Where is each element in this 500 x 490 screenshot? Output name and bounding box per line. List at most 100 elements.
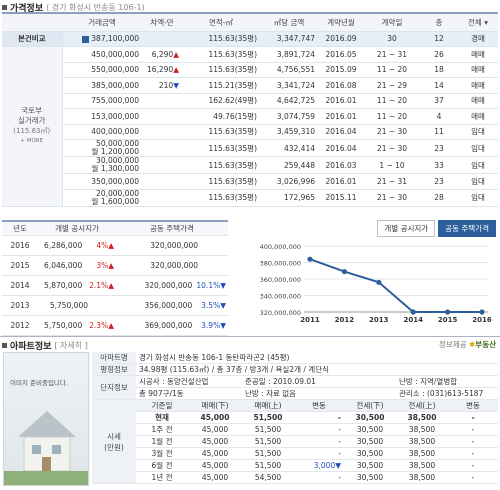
amount-cell: 450,000,000 (62, 46, 142, 63)
bullet-icon (2, 5, 7, 10)
table-row: 153,000,000 49.76(15평) 3,074,759 2016.01 11 … (2, 108, 498, 125)
arrow-down-icon: ▼ (220, 320, 226, 330)
price-section-title: 가격정보 ( 경기 화성시 반송동 106-1) (2, 1, 145, 14)
y-tick-label: 340,000,000 (260, 293, 301, 301)
apt-info-table: 아파트명 경기 화성시 반송동 106-1 동탄파라곤2 (45평) 평형정보 … (92, 352, 499, 484)
data-point (376, 279, 382, 285)
diff-cell (142, 124, 182, 140)
arrow-up-icon: ▲ (108, 320, 114, 330)
amount-cell: 550,000,000 (62, 62, 142, 78)
header-ym[interactable]: 계약년월 (318, 12, 364, 32)
amount-cell: 350,000,000 (62, 173, 142, 190)
x-tick-label: 2016 (472, 316, 492, 324)
amount-cell: 50,000,000 월 1,200,000 (62, 139, 142, 157)
apt-title-row: 아파트정보 [ 자세히 ] 정보제공 ✱부동산 (0, 336, 500, 352)
amount-cell: 755,000,000 (62, 93, 142, 109)
arrow-down-icon: ▼ (173, 80, 179, 90)
info-provider: 정보제공 ✱부동산 (439, 340, 496, 349)
amount-cell: 400,000,000 (62, 124, 142, 140)
market-row: 3월 전 45,000 51,500-30,500 38,500- (92, 447, 499, 460)
amount-cell: 30,000,000 월 1,300,000 (62, 156, 142, 174)
price-table: 거래금액 차액-만 면적-㎡ ㎡당 금액 계약년월 계약일 층 전체 ▾ 본건비… (2, 12, 498, 207)
diff-cell (142, 108, 182, 125)
arrow-up-icon: ▲ (108, 280, 114, 290)
bullet-icon (2, 343, 7, 348)
y-tick-label: 320,000,000 (260, 309, 301, 317)
chevron-down-icon: ▾ (481, 17, 488, 27)
diff-cell (142, 173, 182, 190)
diff-cell: 16,290▲ (142, 62, 182, 78)
table-row: 30,000,000 월 1,300,000 115.63(35평) 259,448 2… (2, 156, 498, 174)
table-row: 385,000,000 210▼ 115.21(35평) 3,341,724 2016.… (2, 77, 498, 94)
base-amount: 387,100,000 (62, 31, 142, 47)
x-tick-label: 2012 (335, 316, 355, 324)
market-row: 1주 전 45,000 51,500-30,500 38,500- (92, 423, 499, 436)
header-amount[interactable]: 거래금액 (62, 12, 142, 32)
table-row: 20,000,000 월 1,600,000 115.63(35평) 172,965 2… (2, 189, 498, 207)
diff-cell: 210▼ (142, 77, 182, 94)
amount-cell: 20,000,000 월 1,600,000 (62, 189, 142, 207)
price-header-row: 거래금액 차액-만 면적-㎡ ㎡당 금액 계약년월 계약일 층 전체 ▾ (2, 12, 498, 32)
diff-cell (142, 139, 182, 157)
year-row: 2016 6,286,000 4%▲ 320,000,000 (2, 235, 228, 256)
apt-section-title: 아파트정보 (10, 342, 52, 352)
header-diff[interactable]: 차액-만 (142, 12, 182, 32)
star-icon: ✱ (469, 340, 476, 349)
arrow-down-icon: ▼ (220, 280, 226, 290)
apt-name: 경기 화성시 반송동 106-1 동탄파라곤2 (45평) (136, 352, 499, 364)
data-point (410, 309, 416, 315)
year-table: 년도 개별 공시지가 공동 주택가격 2016 6,286,000 4%▲ 320,0… (2, 220, 228, 336)
map-icon[interactable] (82, 35, 90, 43)
y-tick-label: 380,000,000 (260, 260, 301, 268)
market-row: 1년 전 45,000 54,500-30,500 38,500- (92, 471, 499, 484)
tab-land-price[interactable]: 개별 공시지가 (377, 220, 436, 237)
x-tick-label: 2014 (403, 316, 423, 324)
diff-cell: 6,290▲ (142, 46, 182, 63)
x-tick-label: 2013 (369, 316, 389, 324)
diff-cell (142, 189, 182, 207)
y-tick-label: 360,000,000 (260, 276, 301, 284)
side-label: 국토부 실거래가 (115.63㎡) + MORE (2, 46, 63, 207)
base-label: 본건비교 (2, 31, 63, 47)
price-chart: 개별 공시지가 공동 주택가격 400,000,000 380,000,000 36… (234, 220, 498, 332)
table-row: 국토부 실거래가 (115.63㎡) + MORE 450,000,000 6,290▲ 1… (2, 46, 498, 207)
data-point (341, 268, 347, 275)
header-day[interactable]: 계약일 (364, 12, 420, 32)
apt-more-link[interactable]: [ 자세히 ] (54, 341, 88, 350)
amount-cell: 385,000,000 (62, 77, 142, 94)
chart-svg: 400,000,000 380,000,000 360,000,000 340,000… (260, 243, 492, 324)
arrow-up-icon: ▲ (108, 260, 114, 270)
tab-house-price[interactable]: 공동 주택가격 (438, 220, 496, 237)
market-row: 6월 전 45,000 51,500 3,000▼ 30,500 38,500- (92, 459, 499, 472)
header-per-m2[interactable]: ㎡당 금액 (260, 12, 318, 32)
data-point (307, 256, 313, 262)
amount-cell: 153,000,000 (62, 108, 142, 125)
x-tick-label: 2015 (438, 316, 458, 324)
house-image (4, 411, 88, 485)
data-point (479, 309, 485, 315)
arrow-up-icon: ▲ (108, 240, 114, 250)
apt-photo: 이미지 준비중입니다. (3, 352, 89, 486)
data-point (445, 309, 451, 315)
filter-select[interactable]: 전체 ▾ (458, 12, 498, 32)
x-tick-label: 2011 (300, 316, 320, 324)
market-label: 시세 (만원) (92, 399, 136, 484)
market-header-row: 시세 (만원) 기준일 매매(下) 매매(上) 변동 전세(下) 전세(上) 변동 (92, 399, 499, 484)
arrow-up-icon: ▲ (173, 65, 179, 75)
diff-cell (142, 156, 182, 174)
market-row: 현재 45,000 51,500-30,500 38,500- (92, 411, 499, 424)
series-line (309, 258, 482, 313)
market-row: 1월 전 45,000 51,500-30,500 38,500- (92, 435, 499, 448)
photo-caption: 이미지 준비중입니다. (10, 379, 68, 387)
table-row: 550,000,000 16,290▲ 115.63(35평) 4,756,551 20… (2, 62, 498, 78)
more-button[interactable]: + MORE (20, 138, 44, 145)
header-area[interactable]: 면적-㎡ (182, 12, 260, 32)
table-row: 50,000,000 월 1,200,000 115.63(35평) 432,414 2… (2, 139, 498, 157)
table-row: 400,000,000 115.63(35평) 3,459,310 2016.04 21… (2, 124, 498, 140)
header-floor[interactable]: 층 (420, 12, 458, 32)
y-tick-label: 400,000,000 (260, 243, 301, 251)
apt-size: 34.98평 (115.63㎡) / 총 37층 / 방3개 / 욕실2개 / … (136, 363, 499, 376)
base-row: 본건비교 387,100,000 115.63(35평) 3,347,747 2… (2, 31, 498, 47)
year-row: 2012 5,750,000 2.3%▲ 369,000,000 3.9%▼ (2, 315, 228, 336)
table-row: 755,000,000 162.62(49평) 4,642,725 2016.01 11… (2, 93, 498, 109)
